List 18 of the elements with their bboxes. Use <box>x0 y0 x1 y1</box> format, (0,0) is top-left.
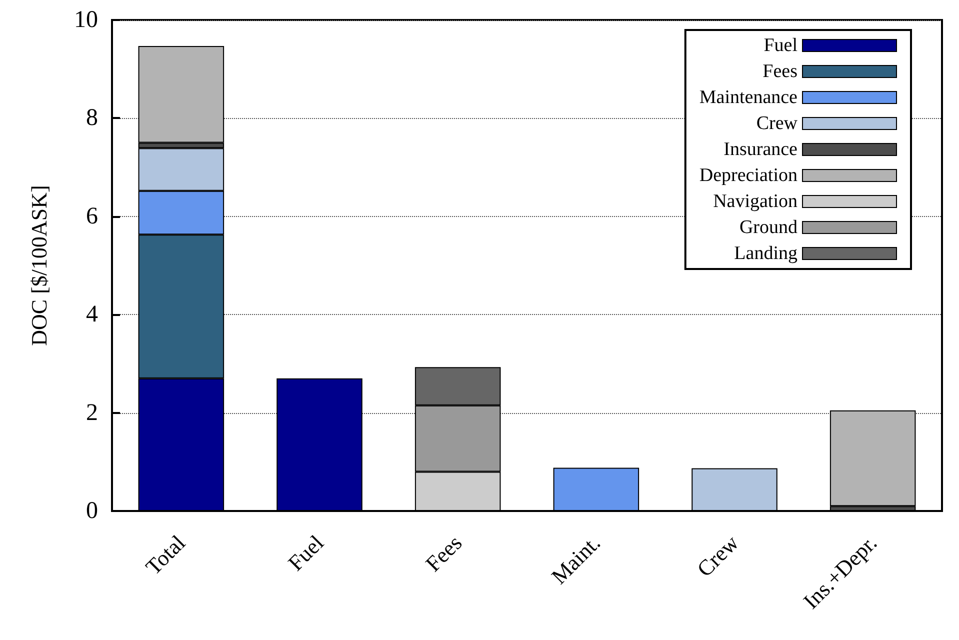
legend-label: Crew <box>756 113 798 134</box>
y-tick-label: 4 <box>86 302 98 328</box>
y-tick-label: 0 <box>86 498 98 524</box>
legend-label: Insurance <box>724 139 798 160</box>
x-tick-label: Fuel <box>283 530 328 576</box>
legend-label: Fees <box>762 61 798 82</box>
y-axis-title: DOC [$/100ASK] <box>26 185 52 346</box>
y-tick-label: 10 <box>74 7 98 33</box>
y-tick-label: 2 <box>86 400 98 426</box>
y-tick-label: 6 <box>86 203 98 230</box>
legend-label: Maintenance <box>699 87 798 108</box>
legend-label: Ground <box>739 217 798 238</box>
legend-label: Navigation <box>713 191 798 212</box>
legend-label: Landing <box>734 243 798 264</box>
legend-label: Fuel <box>764 35 798 56</box>
legend-label: Depreciation <box>699 165 798 186</box>
y-tick-label: 8 <box>86 105 98 132</box>
x-tick-label: Fees <box>420 530 467 576</box>
